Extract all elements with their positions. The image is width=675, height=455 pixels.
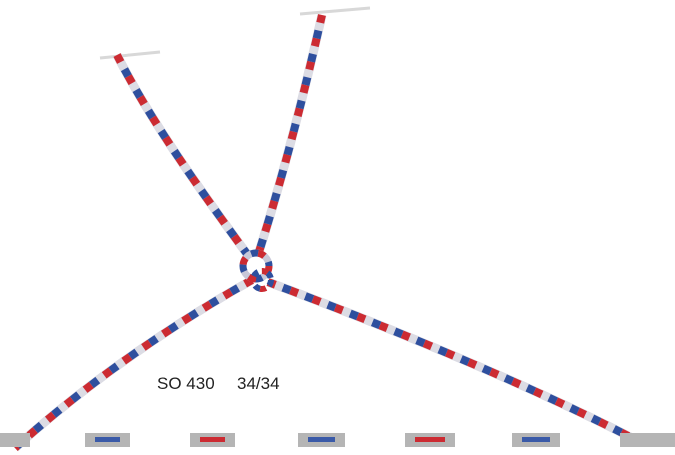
- cord-strand: [113, 53, 254, 261]
- cord-strand: [266, 277, 643, 446]
- cord-strand: [12, 276, 254, 451]
- product-code: SO 430: [157, 374, 215, 393]
- cord-strand: [113, 53, 254, 261]
- cord-strand: [254, 14, 326, 257]
- card-edge: [99, 50, 161, 60]
- card-edge: [299, 6, 371, 16]
- cord-strand: [266, 278, 642, 446]
- cord-strand: [254, 14, 326, 257]
- size-code: 34/34: [237, 374, 280, 393]
- stitching: [0, 433, 675, 447]
- knot: [239, 249, 274, 292]
- twisted-cords: [11, 14, 643, 452]
- cord-strand: [112, 52, 254, 261]
- cord-strand: [266, 278, 642, 446]
